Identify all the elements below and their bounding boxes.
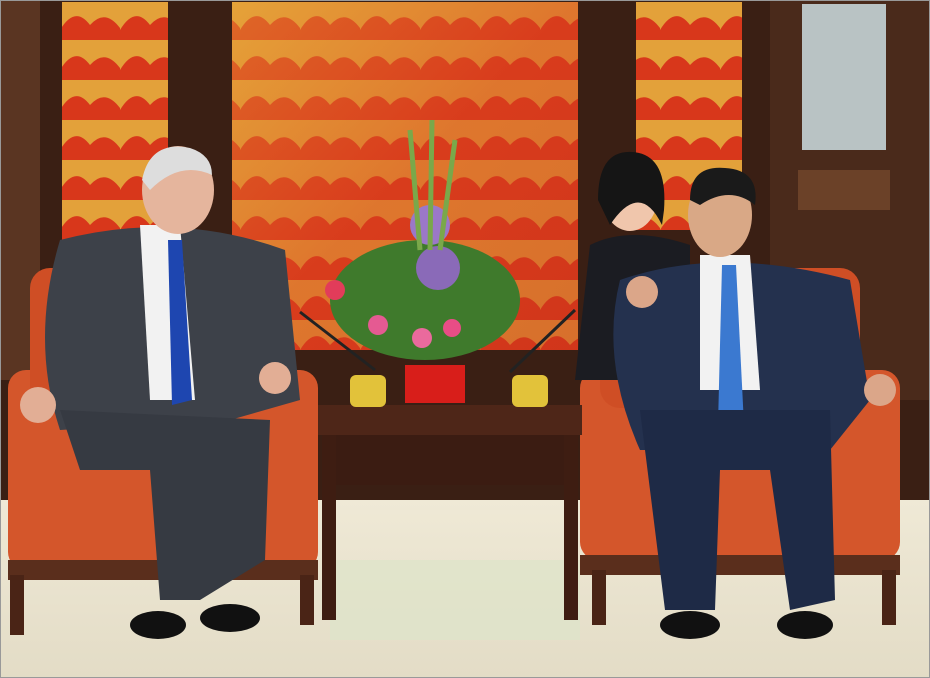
hand bbox=[864, 374, 896, 406]
hand bbox=[259, 362, 291, 394]
chair-leg bbox=[300, 575, 314, 625]
tie bbox=[718, 265, 744, 425]
tie bbox=[168, 240, 192, 405]
shoe bbox=[200, 604, 260, 632]
flower bbox=[368, 315, 388, 335]
flower bbox=[325, 280, 345, 300]
flower bbox=[412, 328, 432, 348]
shoe bbox=[130, 611, 186, 639]
table-leg bbox=[322, 435, 336, 620]
flower bbox=[416, 246, 460, 290]
shoe bbox=[660, 611, 720, 639]
table-top bbox=[318, 405, 582, 435]
teacup bbox=[350, 375, 386, 407]
chair-leg bbox=[882, 570, 896, 625]
hand bbox=[626, 276, 658, 308]
table-leg bbox=[564, 435, 578, 620]
vase bbox=[405, 365, 465, 403]
microphone bbox=[508, 308, 577, 374]
chair-leg bbox=[10, 575, 24, 635]
teacup bbox=[512, 375, 548, 407]
trousers bbox=[640, 410, 835, 610]
hair bbox=[142, 146, 212, 190]
hand bbox=[20, 387, 56, 423]
chair-frame bbox=[580, 555, 900, 575]
chair-leg bbox=[592, 570, 606, 625]
hair bbox=[598, 151, 665, 225]
hair bbox=[690, 167, 756, 205]
carpet bbox=[330, 560, 580, 640]
flower bbox=[443, 319, 461, 337]
stems bbox=[407, 119, 458, 251]
table-apron bbox=[335, 435, 565, 485]
microphone bbox=[299, 310, 376, 372]
window-panel bbox=[802, 4, 886, 150]
wood-panel bbox=[798, 170, 890, 210]
trousers bbox=[60, 410, 270, 600]
shoe bbox=[777, 611, 833, 639]
